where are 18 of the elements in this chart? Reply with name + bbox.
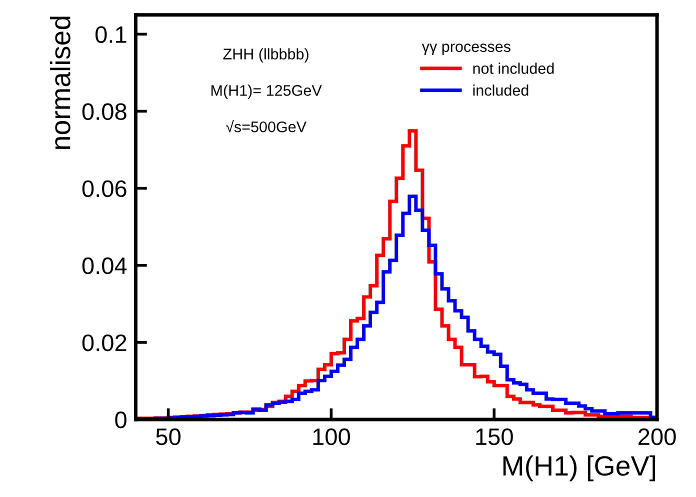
legend-label: included [473, 84, 528, 96]
x-axis-title: M(H1) [GeV] [503, 455, 656, 482]
y-tick-label: 0.02 [82, 334, 126, 352]
y-tick-label: 0.04 [82, 257, 127, 274]
annotation: √s=500GeV [226, 120, 306, 132]
y-tick-label: 0.08 [82, 103, 126, 120]
x-tick-label: 50 [156, 428, 181, 446]
y-tick-label: 0.1 [95, 26, 126, 43]
y-tick-label: 0.06 [82, 180, 126, 198]
y-axis-title: normalised [50, 16, 70, 149]
legend-title: γγ processes [422, 44, 510, 56]
x-tick-label: 150 [476, 428, 513, 446]
legend-label: not included [473, 62, 554, 74]
annotation: M(H1)= 125GeV [211, 84, 322, 99]
x-tick-label: 100 [313, 428, 350, 446]
annotation: ZHH (llbbbb) [223, 48, 308, 62]
y-tick-label: 0 [115, 412, 126, 428]
x-tick-label: 200 [638, 428, 676, 446]
